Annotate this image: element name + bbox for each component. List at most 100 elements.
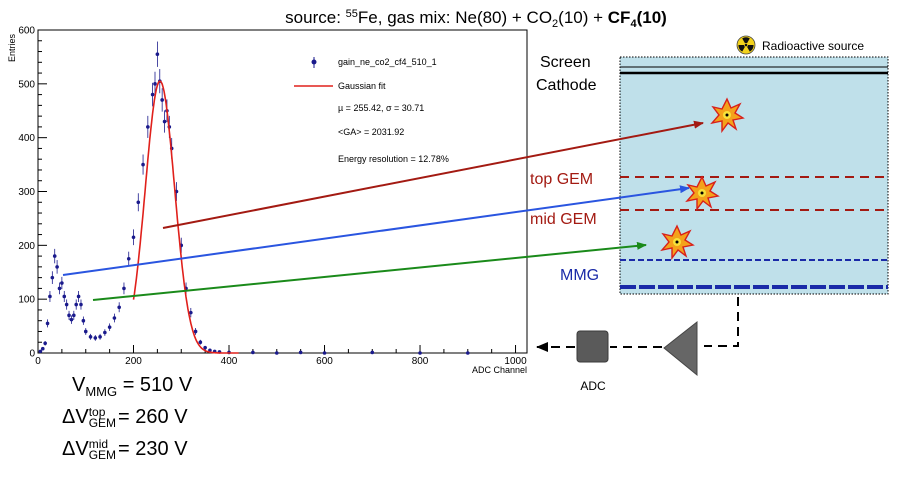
arrow-low-peak (92, 241, 647, 301)
x-tick-label: 200 (125, 356, 142, 367)
legend: gain_ne_co2_cf4_510_1 Gaussian fit µ = 2… (294, 57, 449, 164)
radioactive-source-label: Radioactive source (762, 39, 864, 53)
x-tick-label: 1000 (504, 356, 527, 367)
y-tick-label: 400 (18, 133, 35, 144)
voltage-top-value: = 260 V (118, 406, 188, 428)
y-tick-label: 100 (18, 295, 35, 306)
arrow-escape-peak (62, 185, 690, 276)
detector-schematic: Radioactive source Screen Cathode top GE… (62, 35, 889, 393)
readout-line-to-preamp (704, 297, 739, 347)
detector-volume (619, 56, 889, 295)
data-point (62, 294, 67, 299)
data-point (43, 341, 47, 346)
header-isotope-sup: 55 (346, 8, 358, 20)
voltage-mid-symbol: ΔV (62, 438, 89, 460)
y-tick-label: 500 (18, 79, 35, 90)
data-point (55, 265, 59, 269)
data-point (50, 275, 55, 280)
voltage-top-sup: top (88, 404, 106, 419)
data-point (107, 325, 112, 329)
legend-ga-line: <GA> = 2031.92 (338, 127, 404, 137)
voltage-top-sub: GEM (88, 415, 117, 430)
data-point (162, 119, 167, 124)
legend-series-label: gain_ne_co2_cf4_510_1 (338, 57, 437, 67)
header-cf4-a: CF (608, 8, 631, 27)
radioactive-source-icon (736, 35, 756, 55)
adc-label: ADC (580, 379, 606, 393)
cathode-label: Cathode (536, 77, 597, 94)
data-point (52, 254, 57, 258)
data-point (126, 256, 131, 261)
arrow-top-peak (162, 120, 704, 229)
data-point (60, 281, 64, 285)
top-gem-label: top GEM (530, 171, 593, 188)
data-point (203, 345, 207, 350)
x-axis-label: ADC Channel (472, 365, 527, 375)
header-mid: (10) + (558, 8, 608, 27)
data-point (40, 346, 45, 351)
y-tick-label: 300 (18, 187, 35, 198)
data-point (251, 350, 255, 355)
data-point (64, 302, 69, 307)
header-cf4-sub: 4 (630, 18, 637, 30)
explosion-icon-middle (685, 175, 720, 212)
data-point (81, 318, 86, 323)
data-point (465, 351, 470, 355)
data-point (117, 305, 121, 310)
preamplifier-icon (663, 320, 698, 377)
data-point (45, 321, 50, 326)
data-point (122, 286, 126, 291)
data-point (103, 330, 107, 335)
voltage-mid-gem: ΔVmid GEM = 230 V (62, 438, 188, 461)
data-point (189, 310, 193, 315)
y-tick-label: 0 (29, 349, 35, 360)
data-point (141, 162, 145, 167)
y-tick-label: 200 (18, 241, 35, 252)
data-point (146, 125, 150, 129)
data-point (193, 329, 198, 334)
voltage-mid-sup: mid (88, 436, 109, 451)
legend-marker-point (311, 59, 317, 65)
voltage-top-symbol: ΔV (62, 406, 89, 428)
x-tick-label: 600 (316, 356, 333, 367)
mid-gem-label: mid GEM (530, 211, 597, 228)
axis-ticks: 0 200 400 600 800 1000 0 100 200 300 400 500 600 (18, 26, 527, 368)
figure-header: source: 55Fe, gas mix: Ne(80) + CO2(10) … (285, 8, 667, 30)
data-point (155, 52, 160, 57)
data-point (153, 82, 157, 86)
explosion-icon-bottom (660, 224, 695, 261)
data-point (76, 294, 81, 299)
data-point (93, 336, 98, 340)
data-point (69, 317, 74, 322)
plot-frame (37, 29, 528, 354)
screen-label: Screen (540, 54, 591, 71)
data-point (136, 200, 141, 205)
x-tick-label: 400 (221, 356, 238, 367)
adc-box-icon (576, 330, 609, 363)
voltage-mid-sub: GEM (88, 447, 117, 462)
header-isotope: Fe, gas mix: Ne(80) + CO (358, 8, 552, 27)
data-point (274, 351, 279, 355)
data-point (72, 313, 76, 318)
legend-resolution-line: Energy resolution = 12.78% (338, 154, 449, 164)
data-point (83, 329, 88, 334)
x-tick-label: 0 (35, 356, 41, 367)
data-point (298, 350, 303, 355)
data-point (88, 335, 93, 339)
data-point (67, 313, 71, 318)
voltage-top-gem: ΔVtop GEM = 260 V (62, 406, 188, 429)
data-point (370, 350, 375, 355)
data-point (131, 235, 136, 240)
data-point (74, 302, 79, 307)
y-tick-label: 600 (18, 26, 35, 37)
data-point (418, 351, 422, 355)
explosion-icon-top (710, 97, 745, 134)
voltage-mmg: VMMG = 510 V (72, 374, 192, 399)
data-point (48, 294, 52, 299)
voltage-mid-value: = 230 V (118, 438, 188, 460)
data-point (160, 98, 164, 102)
data-point (150, 92, 155, 97)
mmg-label: MMG (560, 267, 599, 284)
data-point (38, 349, 43, 354)
header-cf4-b: (10) (637, 8, 667, 27)
